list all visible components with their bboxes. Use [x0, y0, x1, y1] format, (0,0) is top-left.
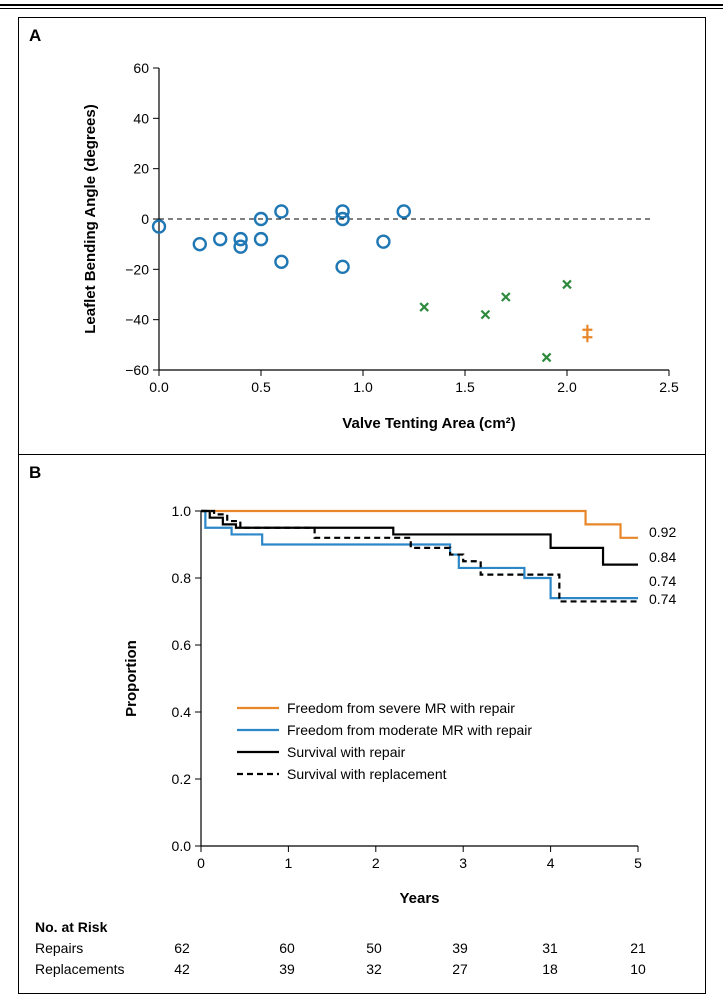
header-rule-thin [0, 8, 723, 9]
series-line-4 [201, 509, 638, 603]
survival-chart: 1.0 0.8 0.6 0.4 0.2 0.0 0 1 2 3 4 5 0.92 0.84 0.74 0.74… [123, 503, 676, 907]
y-tick-label: −60 [125, 362, 149, 378]
circle-point [253, 211, 269, 227]
x-tick-label: 1 [285, 855, 293, 871]
circle-point [274, 204, 289, 219]
risk-repairs-1: 60 [279, 940, 295, 956]
circle-point [376, 234, 391, 249]
y-tick-label: 40 [133, 110, 149, 126]
x-axis-label: Valve Tenting Area (cm²) [342, 415, 515, 432]
x-tick-label: 0 [197, 855, 205, 871]
header-rule [0, 4, 723, 6]
risk-table-title: No. at Risk [35, 919, 108, 935]
y-tick-label: 0.8 [172, 570, 192, 586]
risk-row-label-repairs: Repairs [35, 940, 84, 956]
series-line-1 [201, 509, 638, 539]
y-tick-label: −20 [125, 261, 149, 277]
legend-label: Survival with replacement [287, 766, 447, 782]
risk-repairs-4: 31 [542, 940, 558, 956]
panel-b: B 1.0 0.8 0.6 0.4 0.2 0.0 0 1 2 3 4 5 0.92 0.84 0.74 0.… [18, 454, 706, 994]
x-point [541, 352, 552, 363]
plus-point [582, 332, 593, 343]
circle-point [253, 231, 269, 247]
risk-replacements-3: 27 [452, 961, 468, 977]
x-tick-label: 0.5 [251, 379, 271, 395]
y-tick-label: 0.6 [172, 637, 192, 653]
risk-row-label-replacements: Replacements [35, 961, 125, 977]
panel-a: A 60 40 20 0 −20 −40 −60 0.0 0.5 1.0 1.5 2.0 2.5 Valv… [18, 17, 706, 455]
circle-point [274, 254, 289, 269]
y-axis-label: Proportion [123, 640, 140, 717]
circle-point [212, 231, 228, 247]
circle-point [335, 204, 350, 219]
risk-replacements-0: 42 [174, 961, 190, 977]
x-point [480, 309, 491, 320]
x-axis-label: Years [399, 890, 439, 907]
x-tick-label: 0.0 [149, 379, 169, 395]
x-tick-label: 5 [634, 855, 642, 871]
end-value-label: 0.74 [649, 573, 676, 589]
y-tick-label: 20 [133, 161, 149, 177]
y-tick-label: 0.4 [172, 704, 192, 720]
circle-point [233, 231, 248, 247]
x-tick-label: 3 [459, 855, 467, 871]
end-value-label: 0.84 [649, 549, 676, 565]
x-tick-label: 1.0 [353, 379, 373, 395]
x-tick-label: 4 [547, 855, 555, 871]
risk-repairs-5: 21 [630, 940, 646, 956]
y-tick-label: −40 [125, 312, 149, 328]
y-axis-label: Leaflet Bending Angle (degrees) [82, 104, 99, 333]
legend-label: Survival with repair [287, 744, 406, 760]
y-tick-label: 0.0 [172, 838, 192, 854]
y-tick-label: 60 [133, 60, 149, 76]
risk-replacements-5: 10 [630, 961, 646, 977]
y-tick-label: 0.2 [172, 771, 192, 787]
risk-replacements-2: 32 [366, 961, 382, 977]
risk-repairs-2: 50 [366, 940, 382, 956]
x-tick-label: 1.5 [455, 379, 475, 395]
risk-repairs-0: 62 [174, 940, 190, 956]
circle-point [192, 236, 208, 252]
end-value-label: 0.92 [649, 524, 676, 540]
circle-point [396, 204, 411, 219]
x-tick-label: 2 [372, 855, 380, 871]
risk-repairs-3: 39 [452, 940, 468, 956]
series-line-3 [201, 509, 638, 566]
risk-replacements-1: 39 [279, 961, 295, 977]
circle-point [335, 259, 350, 275]
x-point [419, 302, 429, 312]
series-line-2 [201, 509, 638, 600]
panel-b-letter: B [29, 463, 42, 482]
y-tick-label: 0 [141, 211, 149, 227]
circle-point [335, 211, 350, 227]
x-tick-label: 2.5 [659, 379, 679, 395]
y-tick-label: 1.0 [172, 503, 192, 519]
panel-a-letter: A [29, 26, 42, 45]
x-point [501, 292, 511, 302]
legend-label: Freedom from moderate MR with repair [287, 722, 532, 738]
end-value-label: 0.74 [649, 591, 676, 607]
circle-point [233, 239, 248, 254]
x-point [562, 279, 572, 290]
scatter-chart: 60 40 20 0 −20 −40 −600.0 0.5 1.0 1.5 2.0 2.5 Valve … [82, 60, 679, 432]
legend-label: Freedom from severe MR with repair [287, 700, 515, 716]
x-tick-label: 2.0 [557, 379, 577, 395]
risk-replacements-4: 18 [542, 961, 558, 977]
circle-point [151, 219, 167, 234]
